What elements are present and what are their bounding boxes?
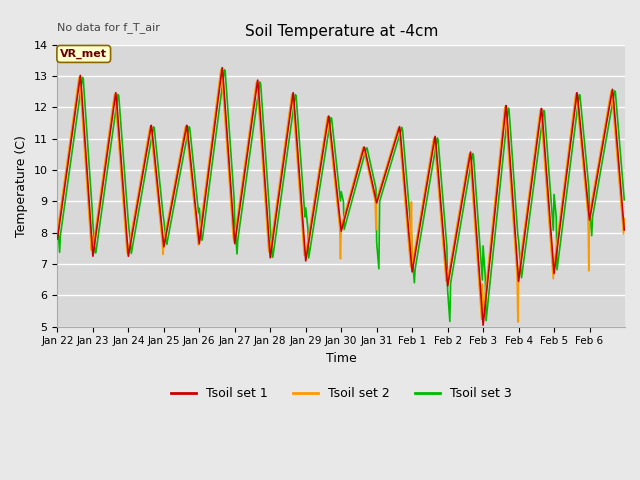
Y-axis label: Temperature (C): Temperature (C) xyxy=(15,135,28,237)
Text: VR_met: VR_met xyxy=(60,49,108,59)
X-axis label: Time: Time xyxy=(326,352,356,365)
Text: No data for f_T_air: No data for f_T_air xyxy=(58,22,160,33)
Legend: Tsoil set 1, Tsoil set 2, Tsoil set 3: Tsoil set 1, Tsoil set 2, Tsoil set 3 xyxy=(166,382,516,405)
Title: Soil Temperature at -4cm: Soil Temperature at -4cm xyxy=(244,24,438,39)
